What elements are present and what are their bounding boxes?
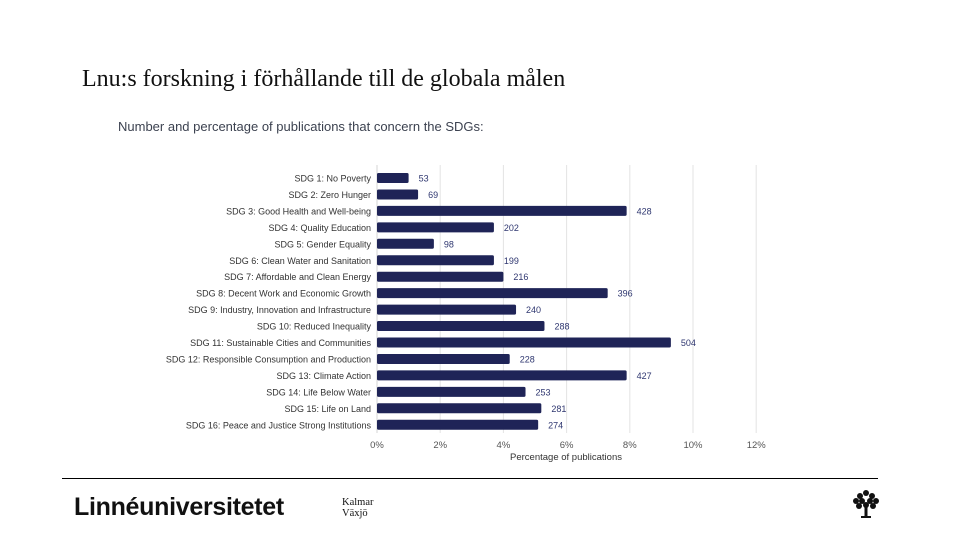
bar — [377, 403, 542, 414]
bar — [377, 386, 526, 397]
x-tick-label: 0% — [370, 440, 384, 451]
bar — [377, 353, 510, 364]
data-label: 504 — [681, 338, 696, 348]
bar — [377, 370, 627, 381]
chart-title: Number and percentage of publications th… — [118, 119, 484, 134]
x-tick-label: 4% — [497, 440, 511, 451]
bar — [377, 205, 627, 216]
category-label: SDG 13: Climate Action — [276, 371, 371, 381]
category-label: SDG 8: Decent Work and Economic Growth — [196, 289, 371, 299]
x-tick-label: 12% — [747, 440, 767, 451]
data-label: 69 — [428, 190, 438, 200]
bar — [377, 337, 671, 348]
category-label: SDG 2: Zero Hunger — [288, 190, 371, 200]
data-label: 427 — [637, 371, 652, 381]
university-logo-text: Linnéuniversitetet — [74, 493, 284, 521]
data-label: 396 — [618, 289, 633, 299]
x-axis-label: Percentage of publications — [510, 452, 622, 463]
category-label: SDG 11: Sustainable Cities and Communiti… — [190, 338, 371, 348]
category-label: SDG 15: Life on Land — [284, 404, 371, 414]
city-kalmar: Kalmar — [342, 497, 374, 508]
data-label: 428 — [637, 206, 652, 216]
slide-title: Lnu:s forskning i förhållande till de gl… — [82, 66, 566, 92]
category-label: SDG 5: Gender Equality — [274, 239, 371, 249]
category-label: SDG 9: Industry, Innovation and Infrastr… — [188, 305, 371, 315]
data-label: 199 — [504, 256, 519, 266]
city-vaxjo: Växjö — [342, 508, 368, 519]
category-label: SDG 14: Life Below Water — [266, 387, 371, 397]
bar — [377, 288, 608, 299]
x-tick-label: 2% — [433, 440, 447, 451]
data-label: 288 — [554, 322, 569, 332]
logo-cities: Kalmar Växjö — [342, 497, 374, 519]
category-label: SDG 7: Affordable and Clean Energy — [224, 272, 371, 282]
category-label: SDG 12: Responsible Consumption and Prod… — [166, 354, 371, 364]
category-label: SDG 16: Peace and Justice Strong Institu… — [186, 420, 372, 430]
bar — [377, 173, 409, 183]
tree-icon — [853, 490, 879, 518]
data-label: 228 — [520, 354, 535, 364]
bar — [377, 321, 545, 332]
x-tick-label: 8% — [623, 440, 637, 451]
data-label: 202 — [504, 223, 519, 233]
bar — [377, 419, 539, 430]
category-label: SDG 4: Quality Education — [268, 223, 371, 233]
bar — [377, 304, 517, 315]
data-label: 240 — [526, 305, 541, 315]
category-label: SDG 6: Clean Water and Sanitation — [229, 256, 371, 266]
data-label: 216 — [513, 272, 528, 282]
bar — [377, 189, 419, 200]
bar — [377, 238, 434, 249]
category-label: SDG 1: No Poverty — [294, 174, 371, 184]
data-label: 98 — [444, 239, 454, 249]
x-tick-label: 10% — [683, 440, 703, 451]
bar — [377, 222, 494, 233]
bar — [377, 271, 504, 282]
data-label: 53 — [419, 174, 429, 184]
category-label: SDG 10: Reduced Inequality — [257, 322, 372, 332]
category-label: SDG 3: Good Health and Well-being — [226, 206, 371, 216]
footer-divider — [62, 478, 878, 479]
x-tick-label: 6% — [560, 440, 574, 451]
data-label: 281 — [551, 404, 566, 414]
bar — [377, 255, 494, 266]
data-label: 253 — [536, 387, 551, 397]
data-label: 274 — [548, 420, 563, 430]
